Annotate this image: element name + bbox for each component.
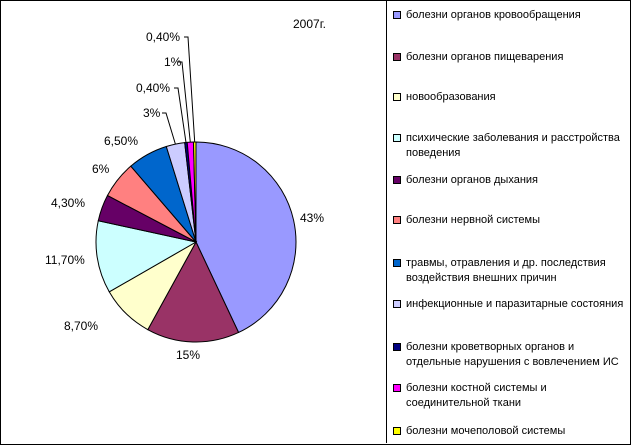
slice-data-label: 1% xyxy=(164,55,182,69)
legend-label: инфекционные и паразитарные состояния xyxy=(406,298,624,310)
legend-label: болезни органов пищеварения xyxy=(406,51,564,63)
legend-swatch xyxy=(393,259,401,267)
legend-label: психические заболевания и расстройства п… xyxy=(406,132,620,159)
chart-legend: болезни органов кровообращения болезни ор… xyxy=(389,0,629,443)
pie-slice xyxy=(192,141,197,243)
pie-chart: 2007г. 43% 15% 8,70% 11,70% 4,30% 6% 6,50% 3% 0,… xyxy=(45,17,326,362)
legend-divider xyxy=(386,0,387,443)
slice-data-label: 6% xyxy=(92,162,110,176)
slice-data-label: 4,30% xyxy=(51,196,85,210)
legend-swatch xyxy=(393,53,401,61)
legend-swatch xyxy=(393,11,401,19)
legend-swatch xyxy=(393,93,401,101)
legend-label: болезни органов дыхания xyxy=(406,174,538,186)
legend-swatch xyxy=(393,216,401,224)
legend-label: болезни кроветворных органов и отдельные… xyxy=(406,341,619,368)
pie-slice xyxy=(147,240,240,343)
chart-title: 2007г. xyxy=(293,17,326,31)
leader-line xyxy=(174,87,187,143)
slice-data-label: 0,40% xyxy=(146,30,180,44)
legend-label: болезни нервной системы xyxy=(406,214,540,226)
legend-swatch xyxy=(393,384,401,392)
legend-label: новообразования xyxy=(406,91,496,103)
legend-swatch xyxy=(393,427,401,435)
slice-data-label: 43% xyxy=(300,211,324,225)
slice-data-label: 6,50% xyxy=(104,134,138,148)
legend-swatch xyxy=(393,343,401,351)
slice-data-label: 15% xyxy=(176,348,200,362)
slice-data-label: 0,40% xyxy=(136,81,170,95)
pie-slice xyxy=(195,141,297,334)
leader-line xyxy=(162,112,176,145)
pie-slice xyxy=(95,220,198,293)
slice-data-label: 11,70% xyxy=(45,253,85,267)
legend-label: болезни костной системы и соединительной… xyxy=(406,382,547,409)
legend-label: травмы, отравления и др. последствия воз… xyxy=(406,257,606,284)
legend-swatch xyxy=(393,134,401,142)
leader-line xyxy=(178,61,191,143)
legend-swatch xyxy=(393,176,401,184)
slice-data-label: 8,70% xyxy=(64,319,98,333)
legend-label: болезни органов кровообращения xyxy=(406,9,581,21)
leader-line xyxy=(184,36,196,143)
slice-data-label: 3% xyxy=(143,106,161,120)
legend-label: болезни мочеполовой системы xyxy=(406,425,566,437)
legend-swatch xyxy=(393,300,401,308)
